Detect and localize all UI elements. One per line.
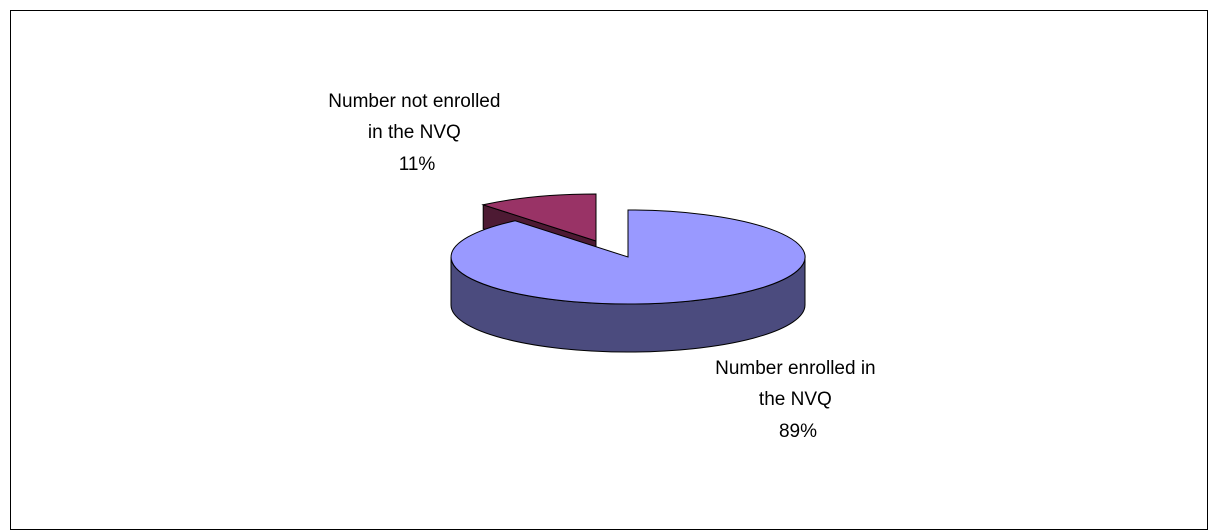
slice-not-enrolled [481, 193, 597, 242]
label-not-enrolled: Number not enrolled in the NVQ 11% [328, 91, 505, 175]
label-enrolled-percent: 89% [779, 421, 817, 442]
chart-area: Number not enrolled in the NVQ 11% Numbe… [10, 10, 1208, 530]
label-enrolled-line-2: the NVQ [759, 389, 832, 410]
label-enrolled: Number enrolled in the NVQ 89% [715, 358, 881, 442]
label-not-enrolled-line-1: Number not enrolled [328, 91, 500, 112]
label-enrolled-line-1: Number enrolled in [715, 358, 876, 379]
slice-enrolled [450, 209, 806, 305]
label-not-enrolled-line-2: in the NVQ [368, 122, 461, 143]
pie-chart: Number not enrolled in the NVQ 11% Numbe… [328, 91, 881, 442]
label-not-enrolled-percent: 11% [399, 154, 436, 175]
